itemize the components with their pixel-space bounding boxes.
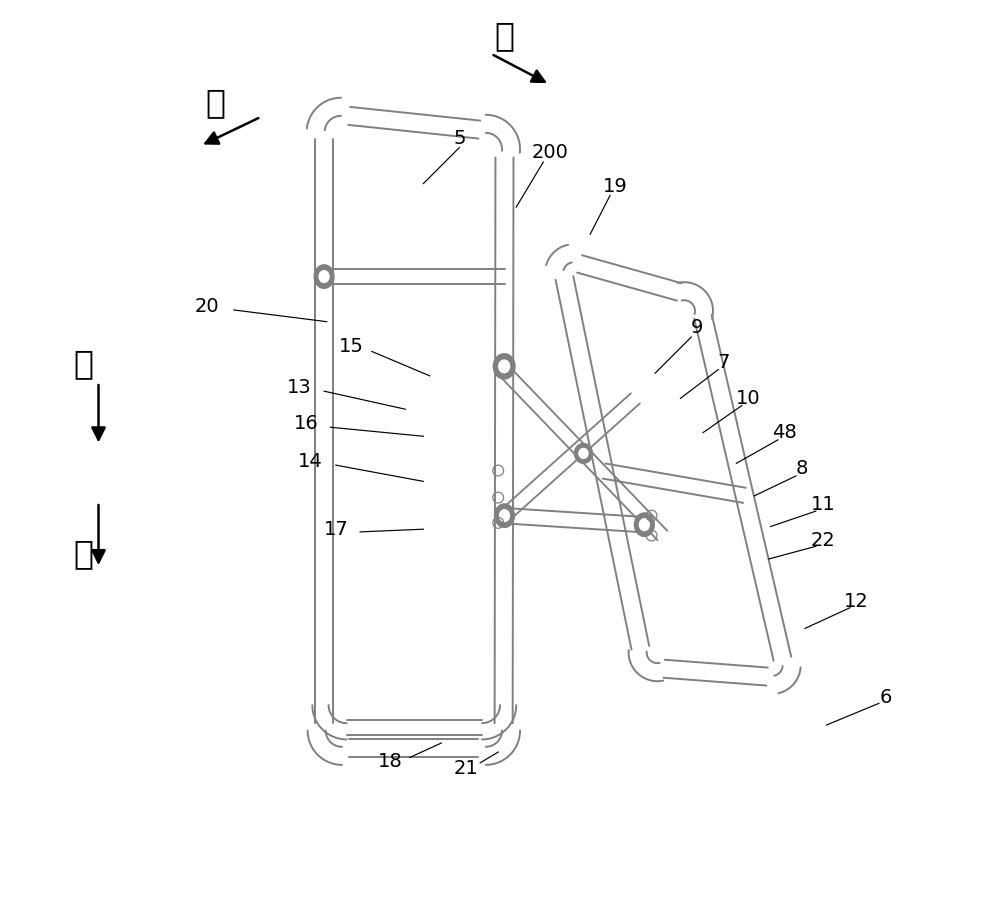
Text: 5: 5 bbox=[453, 129, 466, 148]
Text: 11: 11 bbox=[811, 495, 835, 514]
Text: 22: 22 bbox=[811, 531, 835, 550]
Ellipse shape bbox=[634, 513, 654, 537]
Text: 10: 10 bbox=[736, 389, 760, 408]
Text: 13: 13 bbox=[287, 378, 312, 397]
Text: 48: 48 bbox=[772, 424, 797, 443]
Text: 上: 上 bbox=[73, 348, 93, 381]
Text: 12: 12 bbox=[844, 592, 869, 611]
Text: 16: 16 bbox=[294, 414, 318, 433]
Text: 9: 9 bbox=[690, 319, 703, 338]
Text: 7: 7 bbox=[718, 353, 730, 372]
Ellipse shape bbox=[495, 504, 514, 528]
Ellipse shape bbox=[314, 265, 334, 289]
Text: 19: 19 bbox=[603, 176, 628, 195]
Text: 200: 200 bbox=[531, 144, 568, 163]
Text: 左: 左 bbox=[495, 19, 515, 52]
Text: 18: 18 bbox=[378, 751, 402, 770]
Text: 15: 15 bbox=[339, 337, 364, 356]
Text: 下: 下 bbox=[73, 537, 93, 570]
Text: 21: 21 bbox=[453, 758, 478, 777]
Ellipse shape bbox=[574, 443, 592, 463]
Text: 6: 6 bbox=[880, 689, 892, 708]
Ellipse shape bbox=[319, 271, 329, 282]
Text: 17: 17 bbox=[323, 519, 348, 538]
Ellipse shape bbox=[639, 519, 649, 530]
Text: 8: 8 bbox=[796, 459, 808, 478]
Ellipse shape bbox=[579, 449, 588, 458]
Text: 14: 14 bbox=[298, 452, 323, 471]
Text: 右: 右 bbox=[206, 86, 226, 119]
Ellipse shape bbox=[493, 354, 515, 379]
Ellipse shape bbox=[499, 360, 510, 373]
Text: 20: 20 bbox=[194, 297, 219, 316]
Ellipse shape bbox=[500, 510, 509, 521]
